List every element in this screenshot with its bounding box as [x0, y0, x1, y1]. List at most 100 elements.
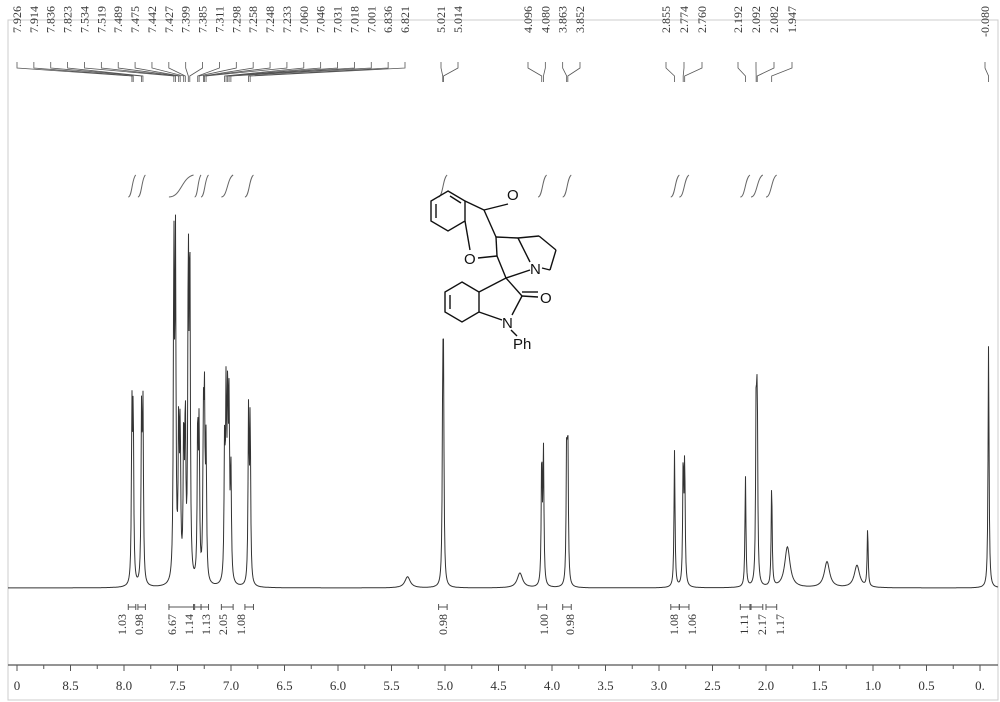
peak-label-connector [440, 62, 444, 82]
peak-label-connector [67, 62, 144, 82]
peak-label-connector [665, 62, 675, 82]
peak-label-connector [202, 62, 254, 82]
peak-label: 2.774 [677, 6, 691, 33]
integrals: 1.03 0.98 6.67 1.14 1.13 2.05 1.08 0.98 1.00 0.98… [115, 174, 787, 635]
molecule-structure: O O N O N Ph [430, 187, 557, 353]
peak-label-connector [84, 62, 175, 82]
x-tick-label: 8.5 [62, 678, 78, 693]
peak-label: 7.060 [297, 6, 311, 33]
integral-bracket [244, 604, 254, 610]
peak-label: 4.080 [538, 6, 552, 33]
peak-label: 2.082 [767, 6, 781, 33]
integral-curve [740, 174, 751, 198]
atom-label: O [540, 290, 552, 307]
peak-label: 7.823 [61, 6, 75, 33]
peak-label-connector [443, 62, 459, 82]
peak-label-connector [527, 62, 543, 82]
x-tick-label: 0.5 [918, 678, 934, 693]
peak-label-connector [562, 62, 568, 82]
peak-label-connector [189, 62, 203, 82]
peak-label: 7.399 [179, 6, 193, 33]
peak-label-connector [100, 62, 176, 82]
peak-label-connector [204, 62, 271, 82]
peak-label: 2.192 [731, 6, 745, 33]
peak-label: 7.001 [364, 6, 378, 33]
integral-bracket [438, 604, 448, 610]
peak-label-connector [227, 62, 338, 82]
peak-label-connector [984, 62, 989, 82]
peak-label: 7.031 [331, 6, 345, 33]
integral-curve [750, 174, 764, 198]
peak-label: 7.914 [27, 6, 41, 33]
peak-label-connector [249, 62, 406, 82]
x-tick-label: 8.0 [116, 678, 132, 693]
integral-bracket [194, 604, 202, 610]
integral-curve [244, 174, 254, 198]
peak-label-connector [185, 62, 189, 82]
peak-label: 5.014 [451, 6, 465, 33]
peak-label-connector [248, 62, 389, 82]
integral-value: 1.00 [537, 614, 551, 635]
peak-label-connector [50, 62, 142, 82]
integral-value: 1.08 [667, 614, 681, 635]
integral-bracket [200, 604, 210, 610]
integral-curve [670, 174, 680, 198]
integral-bracket [168, 604, 195, 610]
peak-label: 2.855 [659, 6, 673, 33]
atom-label: N [502, 315, 513, 332]
atom-label: N [530, 261, 541, 278]
x-tick-label: 5.5 [383, 678, 399, 693]
peak-label: 7.258 [246, 6, 260, 33]
integral-curve [137, 174, 146, 198]
peak-label-connector [197, 62, 220, 82]
integral-bracket [765, 604, 778, 610]
peak-label: 7.385 [196, 6, 210, 33]
peak-label: 3.852 [573, 6, 587, 33]
x-tick-label: 0 [14, 678, 21, 693]
x-tick-label: 3.0 [651, 678, 667, 693]
peak-label-connector [134, 62, 181, 82]
peak-label: -0.080 [978, 6, 992, 37]
peak-label: 7.046 [314, 6, 328, 33]
peak-label-connector [543, 62, 546, 82]
peak-label-connector [205, 62, 288, 82]
peak-label-connector [756, 62, 775, 82]
spectrum-line [8, 214, 999, 589]
peak-label-connector [684, 62, 703, 82]
x-tick-label: 1.5 [811, 678, 827, 693]
integral-curve [562, 174, 572, 198]
integral-value: 1.13 [199, 614, 213, 635]
peak-label: 4.096 [521, 6, 535, 33]
peak-label: 7.311 [212, 6, 226, 33]
peak-label-connector [771, 62, 793, 82]
integral-value: 1.14 [182, 614, 196, 635]
integral-curve [194, 174, 202, 198]
peak-label-connector [117, 62, 180, 82]
plot-frame [7, 19, 999, 701]
peak-label: 5.021 [434, 6, 448, 33]
integral-bracket [670, 604, 680, 610]
integral-value: 6.67 [165, 614, 179, 635]
integral-bracket [220, 604, 234, 610]
x-tick-label: 4.5 [490, 678, 506, 693]
peak-label-connector [198, 62, 237, 82]
peak-label: 7.475 [128, 6, 142, 33]
peak-label-connector [225, 62, 322, 82]
integral-curve [200, 174, 209, 198]
peak-label: 1.947 [785, 6, 799, 33]
integral-value: 2.05 [216, 614, 230, 635]
integral-curve [221, 174, 234, 198]
peak-label: 7.836 [44, 6, 58, 33]
atom-label: O [464, 251, 476, 268]
peak-label: 6.821 [398, 6, 412, 33]
peak-label: 7.442 [145, 6, 159, 33]
x-tick-label: 4.0 [544, 678, 560, 693]
peak-label: 7.018 [347, 6, 361, 33]
peak-label-connector [16, 62, 133, 82]
x-tick-label: 6.5 [276, 678, 292, 693]
x-tick-label: 0. [975, 678, 985, 693]
x-tick-label: 2.0 [758, 678, 774, 693]
x-tick-label: 2.5 [704, 678, 720, 693]
integral-value: 1.11 [737, 614, 751, 635]
x-tick-label: 3.5 [597, 678, 613, 693]
